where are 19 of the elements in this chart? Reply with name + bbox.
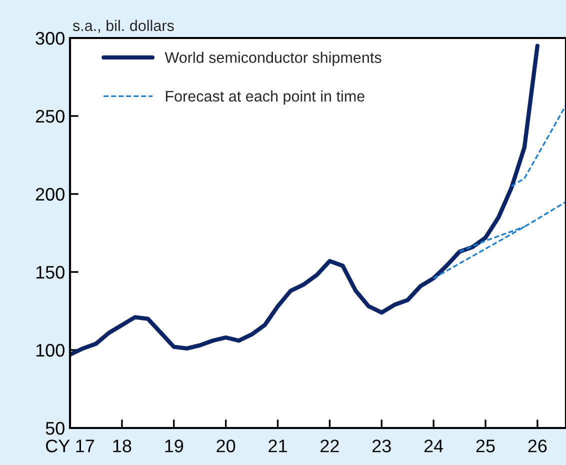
x-tick-label: 24 (424, 440, 444, 452)
x-tick-label: CY 17 (46, 440, 94, 452)
x-tick-label: 23 (372, 440, 391, 452)
y-tick-label: 300 (36, 32, 64, 45)
x-tick-label: 22 (320, 440, 339, 452)
y-axis-title: s.a., bil. dollars (72, 20, 174, 33)
y-tick-label: 50 (46, 422, 64, 435)
legend-label: Forecast at each point in time (166, 90, 364, 105)
y-tick-label: 250 (36, 110, 64, 123)
x-tick-label: 21 (268, 440, 287, 452)
y-tick-label: 100 (36, 344, 64, 357)
y-tick-label: 200 (36, 188, 64, 201)
x-tick-label: 18 (113, 440, 132, 452)
x-tick-label: 25 (476, 440, 495, 452)
x-tick-label: 20 (216, 440, 236, 452)
x-tick-label: 19 (165, 440, 184, 452)
x-tick-label: 26 (528, 440, 547, 452)
y-tick-label: 150 (36, 266, 64, 279)
legend-label: World semiconductor shipments (164, 52, 382, 66)
